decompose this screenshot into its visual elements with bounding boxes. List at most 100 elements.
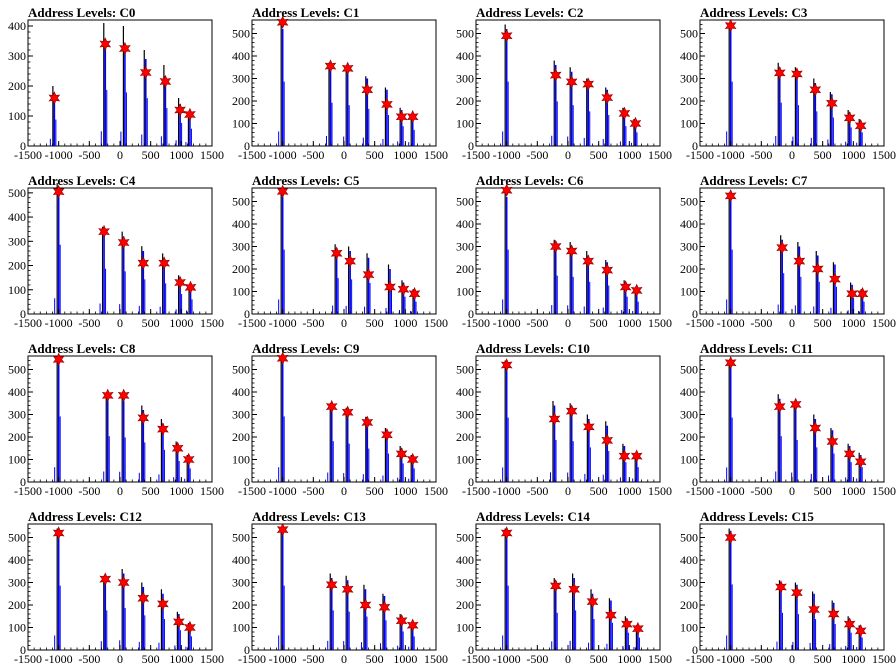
- x-tick-label: 500: [590, 148, 608, 162]
- x-tick-label: 1500: [648, 652, 672, 666]
- y-tick-label: 500: [232, 531, 250, 545]
- peak-marker-star: [406, 110, 419, 124]
- y-tick-label: 300: [8, 234, 26, 248]
- peak-marker-star: [619, 280, 632, 294]
- peak-marker-star: [406, 452, 419, 467]
- x-tick-label: 1500: [872, 316, 896, 330]
- chart-title: Address Levels: C10: [476, 341, 590, 356]
- chart-svg: 0 100 200 300 400 500 -1500 -1000 -500 0 500 1000 15…: [680, 18, 896, 162]
- chart-title: Address Levels: C8: [28, 341, 136, 356]
- x-tick-label: -1500: [238, 148, 266, 162]
- chart-title: Address Levels: C14: [476, 509, 590, 524]
- x-tick-label: -500: [750, 316, 772, 330]
- peak-marker-star: [601, 90, 614, 105]
- y-tick-label: 0: [244, 643, 250, 657]
- x-tick-label: 1000: [841, 652, 865, 666]
- x-tick-label: 1500: [200, 652, 224, 666]
- peak-marker-star: [724, 189, 737, 203]
- chart-title: Address Levels: C4: [28, 173, 136, 188]
- x-tick-label: -1500: [14, 484, 42, 498]
- x-tick-label: -500: [526, 148, 548, 162]
- chart-title: Address Levels: C12: [28, 509, 142, 524]
- y-tick-label: 0: [692, 139, 698, 153]
- chart-title: Address Levels: C3: [700, 5, 808, 20]
- chart-svg: 0 100 200 300 400 500 -1500 -1000 -500 0 500 1000 15…: [8, 523, 224, 666]
- chart-panel: 0 100 200 300 400 500 -1500 -1000 -500 0 500 1000 15…: [448, 0, 672, 168]
- x-tick-label: -500: [750, 652, 772, 666]
- x-tick-label: -500: [750, 148, 772, 162]
- peak-marker-star: [378, 600, 391, 614]
- peak-marker-star: [629, 116, 642, 131]
- y-tick-label: 300: [8, 408, 26, 422]
- y-tick-label: 500: [680, 27, 698, 41]
- y-tick-label: 100: [232, 453, 250, 467]
- peak-marker-star: [137, 256, 150, 270]
- x-tick-label: -1500: [686, 148, 714, 162]
- chart-panel: 0 100 200 300 400 500 -1500 -1000 -500 0 500 1000 15…: [224, 504, 448, 672]
- peak-marker-star: [362, 267, 375, 282]
- peak-marker-star: [276, 15, 289, 29]
- chart-panel: 0 100 200 300 400 -1500 -1000 -500 0 500 1000 1500 A…: [0, 0, 224, 168]
- x-tick-label: -500: [526, 316, 548, 330]
- y-tick-label: 100: [8, 109, 26, 123]
- x-tick-label: 1000: [617, 652, 641, 666]
- x-tick-label: 500: [814, 148, 832, 162]
- y-tick-label: 400: [456, 217, 474, 231]
- peak-marker-star: [119, 41, 131, 56]
- peak-marker-star: [565, 244, 578, 258]
- peak-marker-star: [791, 67, 803, 81]
- peak-marker-star: [630, 283, 643, 298]
- y-tick-label: 0: [468, 475, 474, 489]
- y-tick-label: 0: [692, 643, 698, 657]
- chart-svg: 0 100 200 300 400 500 -1500 -1000 -500 0 500 1000 15…: [8, 352, 224, 498]
- y-tick-label: 100: [8, 621, 26, 635]
- x-tick-label: 1000: [393, 316, 417, 330]
- y-tick-label: 300: [456, 408, 474, 422]
- y-tick-label: 100: [680, 285, 698, 299]
- peak-marker-star: [157, 597, 169, 611]
- peak-marker-star: [829, 272, 841, 286]
- chart-panel: 0 100 200 300 400 500 -1500 -1000 -500 0 500 1000 15…: [672, 504, 896, 672]
- chart-panel: 0 100 200 300 400 500 -1500 -1000 -500 0 500 1000 15…: [672, 168, 896, 336]
- peak-marker-star: [775, 580, 787, 594]
- peak-marker-star: [586, 594, 599, 609]
- chart-title: Address Levels: C13: [252, 509, 366, 524]
- peak-marker-star: [826, 434, 839, 449]
- peak-marker-star: [776, 240, 789, 255]
- x-tick-label: 1500: [200, 484, 224, 498]
- peak-marker-star: [565, 75, 578, 89]
- peak-marker-star: [330, 246, 343, 260]
- x-tick-label: 1500: [648, 316, 672, 330]
- peak-marker-star: [568, 582, 580, 596]
- y-tick-label: 400: [232, 217, 250, 231]
- y-tick-label: 200: [680, 598, 698, 612]
- x-tick-label: 1500: [872, 148, 896, 162]
- chart-panel: 0 100 200 300 400 500 -1500 -1000 -500 0 500 1000 15…: [0, 504, 224, 672]
- y-tick-label: 200: [232, 262, 250, 276]
- x-tick-label: -500: [302, 148, 324, 162]
- y-tick-label: 100: [680, 117, 698, 131]
- y-tick-label: 300: [456, 240, 474, 254]
- chart-panel: 0 100 200 300 400 500 -1500 -1000 -500 0 500 1000 15…: [224, 336, 448, 504]
- peak-marker-star: [724, 18, 737, 33]
- peak-marker-star: [174, 275, 186, 290]
- y-tick-label: 100: [456, 453, 474, 467]
- peak-marker-star: [773, 399, 786, 414]
- x-tick-label: 0: [117, 652, 123, 666]
- x-tick-label: -1000: [45, 148, 73, 162]
- chart-panel: 0 100 200 300 400 500 -1500 -1000 -500 0 500 1000 15…: [224, 168, 448, 336]
- x-tick-label: 500: [142, 484, 160, 498]
- peak-marker-star: [324, 59, 337, 73]
- y-tick-label: 500: [8, 531, 26, 545]
- x-tick-label: 1500: [424, 148, 448, 162]
- peak-marker-star: [724, 530, 737, 545]
- x-tick-label: 0: [117, 148, 123, 162]
- x-tick-label: 1500: [424, 652, 448, 666]
- x-tick-label: 0: [565, 652, 571, 666]
- x-tick-label: -1000: [45, 316, 73, 330]
- chart-panel: 0 100 200 300 400 500 -1500 -1000 -500 0 500 1000 15…: [0, 168, 224, 336]
- peak-marker-star: [117, 388, 130, 403]
- peak-marker-star: [826, 96, 838, 110]
- peak-marker-star: [341, 61, 354, 76]
- peak-marker-star: [325, 399, 338, 414]
